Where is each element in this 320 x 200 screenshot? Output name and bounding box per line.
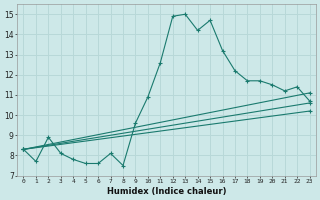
X-axis label: Humidex (Indice chaleur): Humidex (Indice chaleur) [107, 187, 226, 196]
